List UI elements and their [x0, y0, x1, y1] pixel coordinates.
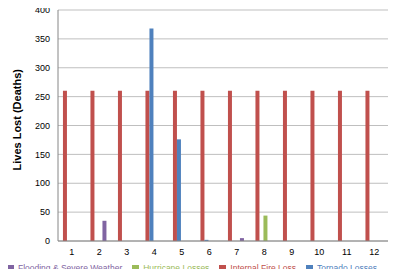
html-text:Hurricane Losses: Hurricane Losses — [143, 263, 210, 273]
html-text:Internal Fire Loss: Internal Fire Loss — [230, 263, 296, 273]
svg-text:6: 6 — [207, 247, 212, 257]
svg-text:300: 300 — [35, 63, 50, 73]
svg-text:9: 9 — [289, 247, 294, 257]
svg-text:0: 0 — [45, 236, 50, 246]
svg-text:150: 150 — [35, 150, 50, 160]
svg-text:12: 12 — [369, 247, 379, 257]
svg-text:3: 3 — [124, 247, 129, 257]
svg-text:400: 400 — [35, 8, 50, 15]
svg-text:Lives Lost (Deaths): Lives Lost (Deaths) — [11, 69, 23, 171]
html-text:Tornado Losses: Tornado Losses — [317, 263, 377, 273]
svg-text:8: 8 — [262, 247, 267, 257]
svg-text:350: 350 — [35, 34, 50, 44]
svg-text:250: 250 — [35, 92, 50, 102]
html-text:Flooding & Severe Weather: Flooding & Severe Weather — [18, 263, 123, 273]
svg-text:200: 200 — [35, 121, 50, 131]
svg-text:100: 100 — [35, 178, 50, 188]
svg-text:10: 10 — [314, 247, 324, 257]
svg-text:11: 11 — [342, 247, 351, 257]
svg-text:7: 7 — [234, 247, 239, 257]
svg-text:4: 4 — [152, 247, 157, 257]
svg-text:2: 2 — [97, 247, 102, 257]
svg-text:1: 1 — [69, 247, 74, 257]
svg-text:50: 50 — [40, 207, 50, 217]
svg-text:5: 5 — [179, 247, 184, 257]
